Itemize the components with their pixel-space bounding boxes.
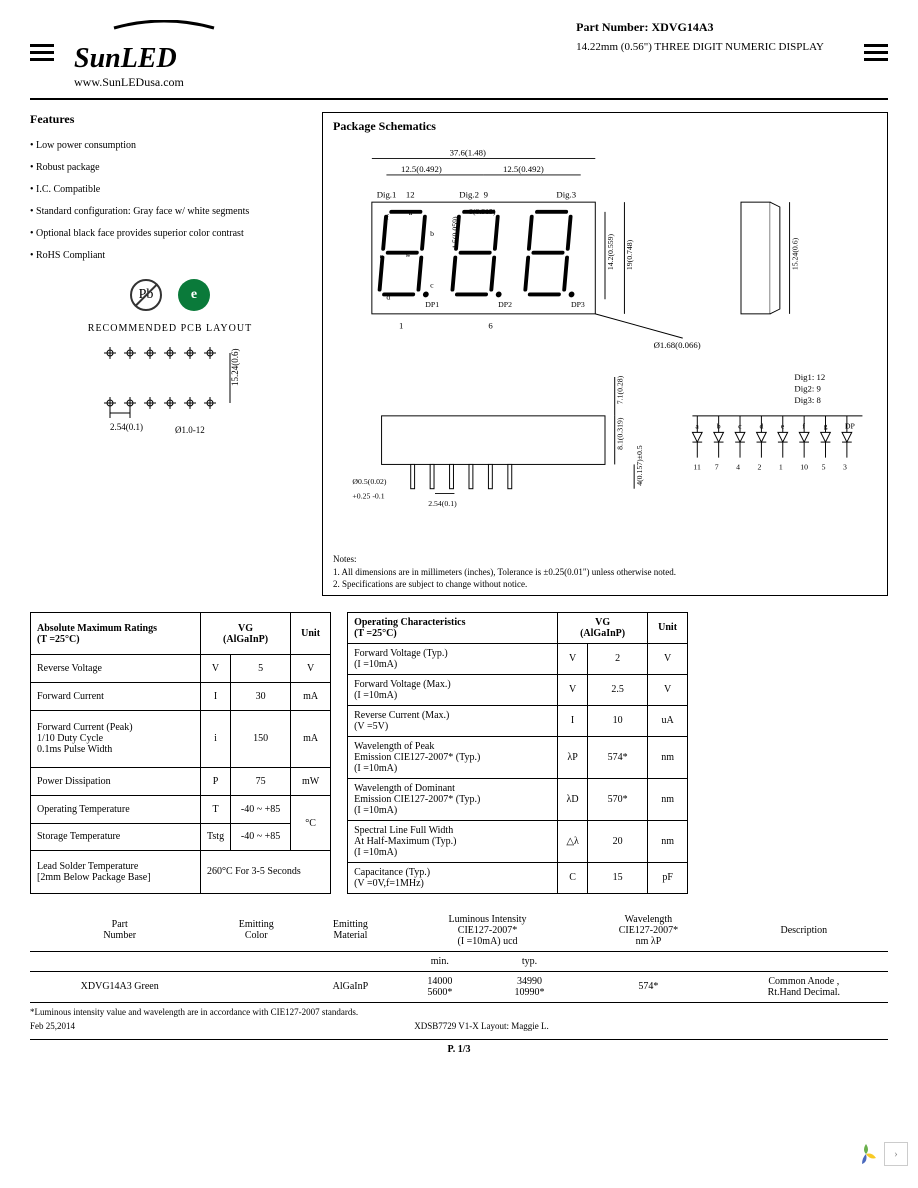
svg-text:d: d <box>386 292 390 301</box>
svg-text:Ø1.68(0.066): Ø1.68(0.066) <box>654 340 701 350</box>
op-vg-header: VG (AlGaInP) <box>558 612 648 643</box>
features-column: Features Low power consumptionRobust pac… <box>30 112 310 596</box>
sub-min: min. <box>398 951 482 971</box>
sub-typ: typ. <box>482 951 577 971</box>
part-description: 14.22mm (0.56") THREE DIGIT NUMERIC DISP… <box>576 39 824 57</box>
nav-logo-icon <box>852 1140 880 1168</box>
footer-doc: XDSB7729 V1-X Layout: Maggie L. <box>414 1021 549 1031</box>
schematics-notes: Notes: 1. All dimensions are in millimet… <box>333 553 877 591</box>
svg-text:e: e <box>380 251 384 260</box>
svg-text:DP2: DP2 <box>498 300 512 309</box>
svg-text:2.54(0.1): 2.54(0.1) <box>110 422 143 432</box>
features-list: Low power consumptionRobust packageI.C. … <box>30 135 310 267</box>
abs-vg-header: VG (AlGaInP) <box>201 612 291 655</box>
svg-text:19(0.748): 19(0.748) <box>625 239 634 270</box>
svg-text:Dig2: 9: Dig2: 9 <box>794 384 821 394</box>
svg-text:DP1: DP1 <box>425 300 439 309</box>
svg-text:Dig3: 8: Dig3: 8 <box>794 395 821 405</box>
feature-item: Standard configuration: Gray face w/ whi… <box>30 201 310 223</box>
note-2: 2. Specifications are subject to change … <box>333 578 877 591</box>
sum-color: Green <box>134 981 158 992</box>
svg-text:2.54(0.1): 2.54(0.1) <box>428 499 457 508</box>
logo-url: www.SunLEDusa.com <box>74 75 254 90</box>
svg-text:Dig.3: Dig.3 <box>556 189 576 199</box>
header: SunLED www.SunLEDusa.com Part Number: XD… <box>30 20 888 100</box>
sum-desc: Common Anode , Rt.Hand Decimal. <box>720 971 888 1002</box>
svg-text:Ø1.0-12: Ø1.0-12 <box>175 425 205 435</box>
op-unit-header: Unit <box>648 612 688 643</box>
svg-text:9: 9 <box>484 189 489 199</box>
svg-text:4: 4 <box>736 462 740 471</box>
svg-text:Dig.1: Dig.1 <box>377 189 397 199</box>
svg-text:6: 6 <box>488 320 493 330</box>
schematics-box: Package Schematics 37.6(1.48) 12.5(0.492… <box>322 112 888 596</box>
svg-text:1.5(0.059): 1.5(0.059) <box>450 216 459 249</box>
svg-text:7.1(0.28): 7.1(0.28) <box>615 375 624 404</box>
summary-table: Part NumberEmitting ColorEmitting Materi… <box>30 910 888 1003</box>
svg-text:4(0.157)±0.5: 4(0.157)±0.5 <box>635 445 644 486</box>
rohs-icon: e <box>178 279 210 311</box>
summary-footnote: *Luminous intensity value and wavelength… <box>30 1007 888 1017</box>
svg-text:b: b <box>430 229 434 238</box>
svg-text:2: 2 <box>758 462 762 471</box>
feature-item: I.C. Compatible <box>30 179 310 201</box>
svg-text:5: 5 <box>822 462 826 471</box>
svg-text:14.2(0.559): 14.2(0.559) <box>606 233 615 270</box>
part-info: Part Number: XDVG14A3 14.22mm (0.56") TH… <box>576 20 824 57</box>
svg-text:12: 12 <box>406 189 415 199</box>
sum-wl: 574* <box>577 971 719 1002</box>
menu-icon-right[interactable] <box>864 40 888 65</box>
absolute-maximum-table: Absolute Maximum Ratings (T =25°C) VG (A… <box>30 612 331 894</box>
svg-text:1: 1 <box>399 320 403 330</box>
abs-title: Absolute Maximum Ratings (T =25°C) <box>31 612 201 655</box>
svg-text:8.1(0.319): 8.1(0.319) <box>615 417 624 450</box>
svg-text:12.5(0.492): 12.5(0.492) <box>401 164 442 174</box>
svg-text:15.24(0.6): 15.24(0.6) <box>790 237 799 270</box>
menu-icon[interactable] <box>30 40 54 65</box>
logo-block: SunLED www.SunLEDusa.com <box>74 20 254 90</box>
svg-text:10: 10 <box>800 462 808 471</box>
svg-text:Dig.2: Dig.2 <box>459 189 479 199</box>
abs-unit-header: Unit <box>291 612 331 655</box>
sum-material: AlGaInP <box>303 971 398 1002</box>
feature-item: Robust package <box>30 157 310 179</box>
nav-arrow-icon[interactable]: › <box>884 1142 908 1166</box>
svg-text:15.24(0.6): 15.24(0.6) <box>230 349 240 387</box>
svg-text:Ø0.5(0.02): Ø0.5(0.02) <box>352 477 386 486</box>
feature-item: Optional black face provides superior co… <box>30 223 310 245</box>
svg-text:a: a <box>409 208 413 217</box>
svg-text:+0.25 -0.1: +0.25 -0.1 <box>352 491 384 500</box>
svg-text:Dig1: 12: Dig1: 12 <box>794 372 825 382</box>
sum-part: XDVG14A3 <box>81 981 132 992</box>
part-number: XDVG14A3 <box>651 20 713 34</box>
pb-free-icon: Pb <box>130 279 162 311</box>
nav-button[interactable]: › <box>852 1140 908 1168</box>
svg-text:3: 3 <box>843 462 847 471</box>
footer: Feb 25,2014 XDSB7729 V1-X Layout: Maggie… <box>30 1021 888 1031</box>
features-title: Features <box>30 112 310 127</box>
feature-item: Low power consumption <box>30 135 310 157</box>
svg-text:c: c <box>430 281 434 290</box>
feature-item: RoHS Compliant <box>30 245 310 267</box>
notes-title: Notes: <box>333 553 877 566</box>
note-1: 1. All dimensions are in millimeters (in… <box>333 566 877 579</box>
svg-text:8(0.315): 8(0.315) <box>469 207 496 216</box>
schematics-title: Package Schematics <box>333 119 877 134</box>
svg-text:f: f <box>386 213 389 222</box>
part-label: Part Number: <box>576 20 648 34</box>
svg-text:11: 11 <box>693 462 701 471</box>
pcb-layout: RECOMMENDED PCB LAYOUT 2.54(0.1) Ø1.0-12… <box>30 323 310 451</box>
svg-text:37.6(1.48): 37.6(1.48) <box>450 148 486 158</box>
svg-text:g: g <box>406 249 410 258</box>
svg-text:1: 1 <box>779 462 783 471</box>
svg-text:12.5(0.492): 12.5(0.492) <box>503 164 544 174</box>
svg-text:DP3: DP3 <box>571 300 585 309</box>
pcb-title: RECOMMENDED PCB LAYOUT <box>30 323 310 334</box>
page-number: P. 1/3 <box>30 1039 888 1055</box>
footer-date: Feb 25,2014 <box>30 1021 75 1031</box>
operating-characteristics-table: Operating Characteristics (T =25°C) VG (… <box>347 612 688 894</box>
svg-text:7: 7 <box>715 462 719 471</box>
op-title: Operating Characteristics (T =25°C) <box>348 612 558 643</box>
schematics-diagram: 37.6(1.48) 12.5(0.492) 12.5(0.492) Dig.1… <box>333 138 877 548</box>
